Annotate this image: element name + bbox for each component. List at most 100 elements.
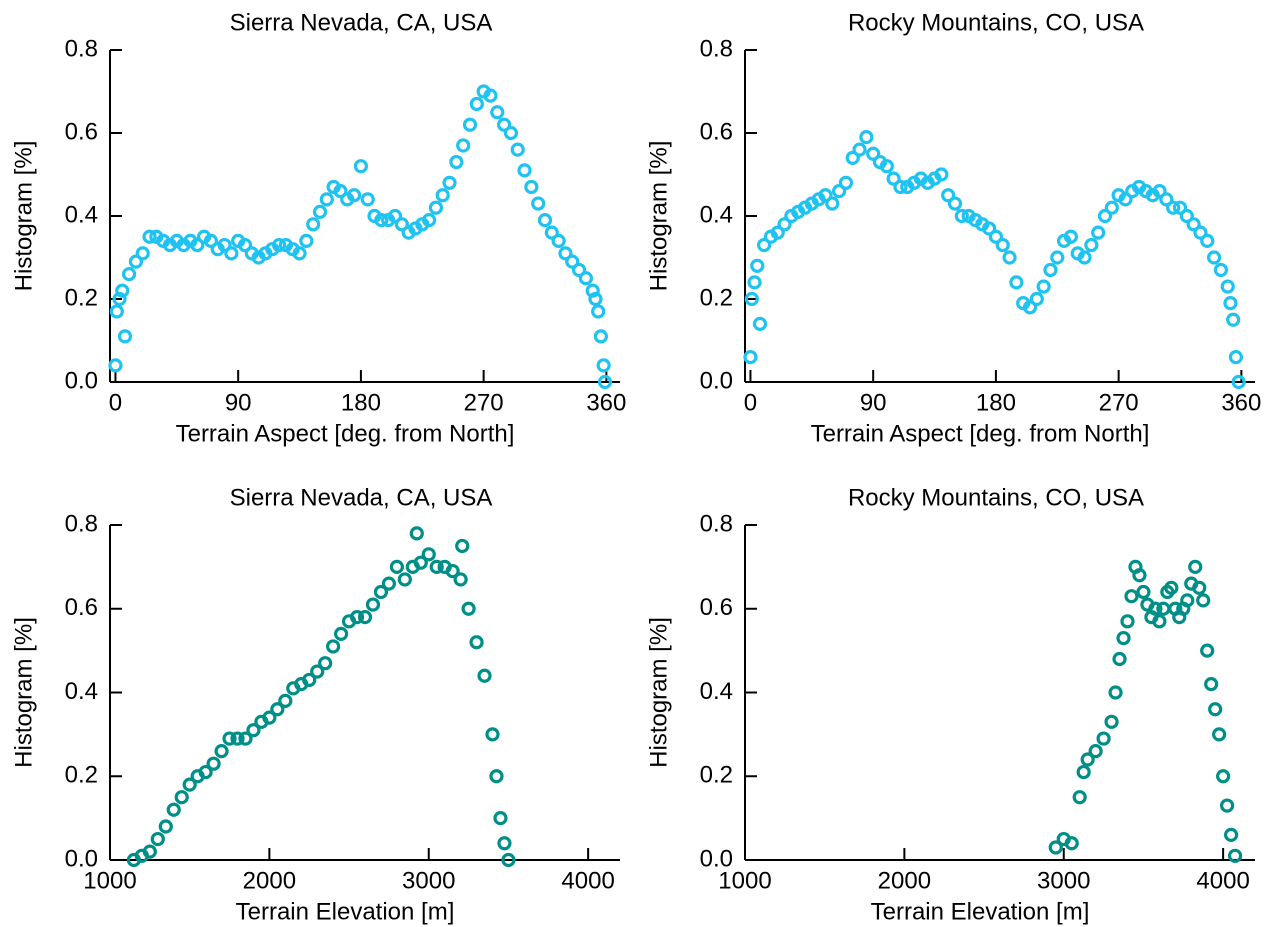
point — [1112, 651, 1127, 667]
point — [237, 237, 253, 253]
point — [531, 196, 546, 211]
point — [206, 756, 221, 771]
point — [214, 744, 229, 759]
point — [1231, 374, 1246, 390]
y-axis-label: Histogram [%] — [645, 141, 672, 292]
point — [319, 192, 334, 207]
point — [934, 167, 949, 182]
y-tick-label: 0.0 — [700, 845, 733, 872]
point — [1050, 250, 1065, 265]
y-tick-label: 0.2 — [700, 762, 733, 789]
panel-title: Sierra Nevada, CA, USA — [230, 484, 493, 511]
point — [1226, 312, 1241, 327]
point — [409, 526, 424, 541]
point — [238, 731, 253, 746]
point — [150, 831, 165, 847]
point — [493, 811, 508, 826]
point — [445, 563, 460, 579]
point — [838, 175, 854, 190]
point — [1152, 614, 1167, 629]
point — [1223, 296, 1238, 311]
point — [1164, 580, 1179, 595]
y-tick-label: 0.8 — [65, 35, 98, 62]
point — [115, 283, 130, 298]
point — [349, 610, 365, 625]
point — [357, 610, 373, 625]
point — [413, 555, 428, 570]
x-tick-label: 1000 — [83, 867, 136, 894]
point — [121, 267, 137, 282]
point — [1192, 580, 1207, 595]
point — [374, 213, 389, 228]
point — [222, 731, 237, 746]
point — [109, 304, 124, 319]
y-tick-label: 0.4 — [65, 678, 98, 705]
y-tick-label: 0.4 — [700, 678, 733, 705]
point — [879, 159, 894, 174]
point — [517, 163, 532, 178]
point — [1084, 237, 1099, 253]
point — [318, 656, 333, 671]
point — [306, 217, 321, 232]
point — [1108, 685, 1123, 700]
point — [859, 130, 874, 145]
point — [1228, 350, 1244, 365]
point — [302, 672, 317, 688]
y-axis-label: Histogram [%] — [10, 141, 37, 292]
point — [128, 254, 144, 269]
point — [456, 138, 471, 153]
point — [752, 316, 768, 331]
point — [818, 188, 833, 203]
point — [995, 237, 1010, 253]
point — [190, 237, 205, 253]
point — [1002, 250, 1017, 265]
point — [565, 254, 580, 269]
point — [503, 125, 519, 141]
x-tick-label: 4000 — [561, 867, 614, 894]
point — [1048, 840, 1063, 855]
y-tick-label: 0.6 — [700, 118, 733, 145]
point — [483, 88, 498, 103]
point — [524, 179, 539, 195]
point — [428, 200, 444, 215]
point — [262, 710, 277, 725]
point — [747, 275, 762, 290]
point — [744, 291, 759, 307]
point — [1179, 208, 1194, 224]
point — [217, 237, 232, 253]
x-tick-label: 270 — [464, 389, 504, 416]
point — [1043, 262, 1058, 278]
panel: Rocky Mountains, CO, USA Terrain Elevatio… — [645, 484, 1255, 925]
point — [496, 117, 512, 132]
point — [1009, 275, 1024, 290]
x-axis-label: Terrain Elevation [m] — [871, 898, 1090, 925]
point — [981, 221, 997, 236]
point — [1097, 208, 1113, 224]
point — [1124, 589, 1139, 604]
point — [135, 246, 150, 261]
point — [591, 304, 606, 319]
point — [373, 584, 389, 600]
x-tick-label: 360 — [1221, 389, 1261, 416]
x-tick-label: 0 — [109, 389, 122, 416]
point — [571, 262, 587, 278]
panel: Rocky Mountains, CO, USA Terrain Aspect [… — [645, 9, 1261, 447]
point — [1227, 848, 1243, 863]
point — [1132, 568, 1147, 583]
point — [1104, 200, 1119, 215]
point — [278, 693, 293, 708]
y-tick-label: 0.6 — [700, 594, 733, 621]
point — [597, 374, 613, 390]
point — [421, 547, 436, 562]
point — [203, 233, 219, 248]
point — [449, 154, 464, 170]
point — [246, 723, 261, 738]
point — [271, 237, 287, 253]
x-axis-label: Terrain Elevation [m] — [236, 898, 455, 925]
x-tick-label: 3000 — [402, 867, 455, 894]
point — [825, 196, 840, 211]
point — [588, 291, 603, 307]
x-tick-label: 4000 — [1196, 867, 1249, 894]
point — [1116, 630, 1131, 646]
